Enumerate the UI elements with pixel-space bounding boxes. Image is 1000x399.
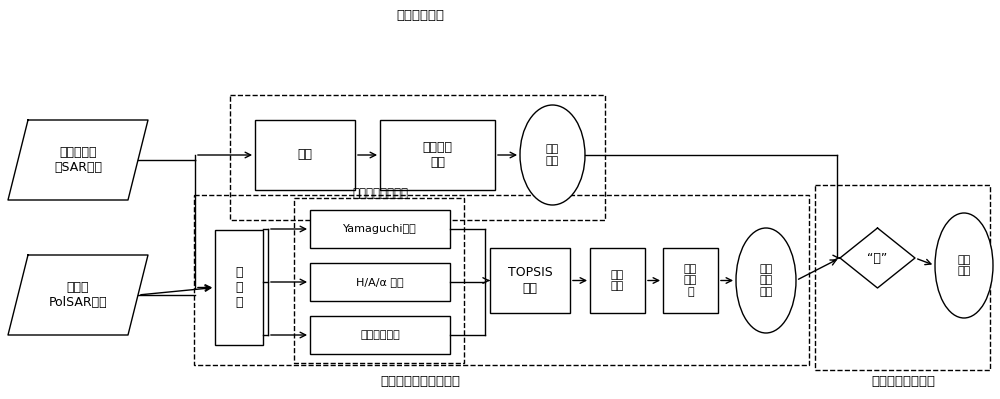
Text: 配准: 配准	[298, 148, 312, 162]
Text: TOPSIS
检测: TOPSIS 检测	[508, 267, 552, 294]
Text: 疑似
滑坡
区域: 疑似 滑坡 区域	[759, 264, 773, 297]
Ellipse shape	[736, 228, 796, 333]
Text: 疑似滑坡区域提取模块: 疑似滑坡区域提取模块	[380, 375, 460, 388]
Text: H/A/α 分解: H/A/α 分解	[356, 277, 404, 287]
Text: “与”: “与”	[867, 251, 888, 265]
Text: Yamaguchi分解: Yamaguchi分解	[343, 224, 417, 234]
Text: 相关系数计算: 相关系数计算	[360, 330, 400, 340]
Text: 阈值
分割: 阈值 分割	[611, 270, 624, 291]
Text: 滑坡前单极
化SAR数据: 滑坡前单极 化SAR数据	[54, 146, 102, 174]
Bar	[590, 248, 645, 313]
Text: 滑坡区域确定模块: 滑坡区域确定模块	[871, 375, 935, 388]
Ellipse shape	[935, 213, 993, 318]
Text: 极化特征参数提取: 极化特征参数提取	[352, 187, 408, 200]
Text: 滑坡后
PolSAR数据: 滑坡后 PolSAR数据	[49, 281, 107, 309]
Text: 滑坡
区域: 滑坡 区域	[957, 255, 971, 276]
Bar	[310, 210, 450, 248]
Text: 变化
区域: 变化 区域	[546, 144, 559, 166]
Bar	[294, 198, 464, 363]
Bar	[815, 185, 990, 370]
Text: 相干变化
检测: 相干变化 检测	[422, 141, 452, 169]
Bar	[255, 120, 355, 190]
Bar	[230, 95, 605, 220]
Text: 预
处
理: 预 处 理	[235, 266, 243, 309]
Polygon shape	[8, 120, 148, 200]
Polygon shape	[8, 255, 148, 335]
Text: 变化检测模块: 变化检测模块	[396, 9, 444, 22]
Bar	[490, 248, 570, 313]
Bar	[310, 263, 450, 301]
Ellipse shape	[520, 105, 585, 205]
Bar	[194, 195, 809, 365]
Bar	[310, 316, 450, 354]
Text: 形态
学处
理: 形态 学处 理	[684, 264, 697, 297]
Bar	[380, 120, 495, 190]
Bar	[663, 248, 718, 313]
Bar	[215, 230, 263, 345]
Polygon shape	[840, 228, 915, 288]
